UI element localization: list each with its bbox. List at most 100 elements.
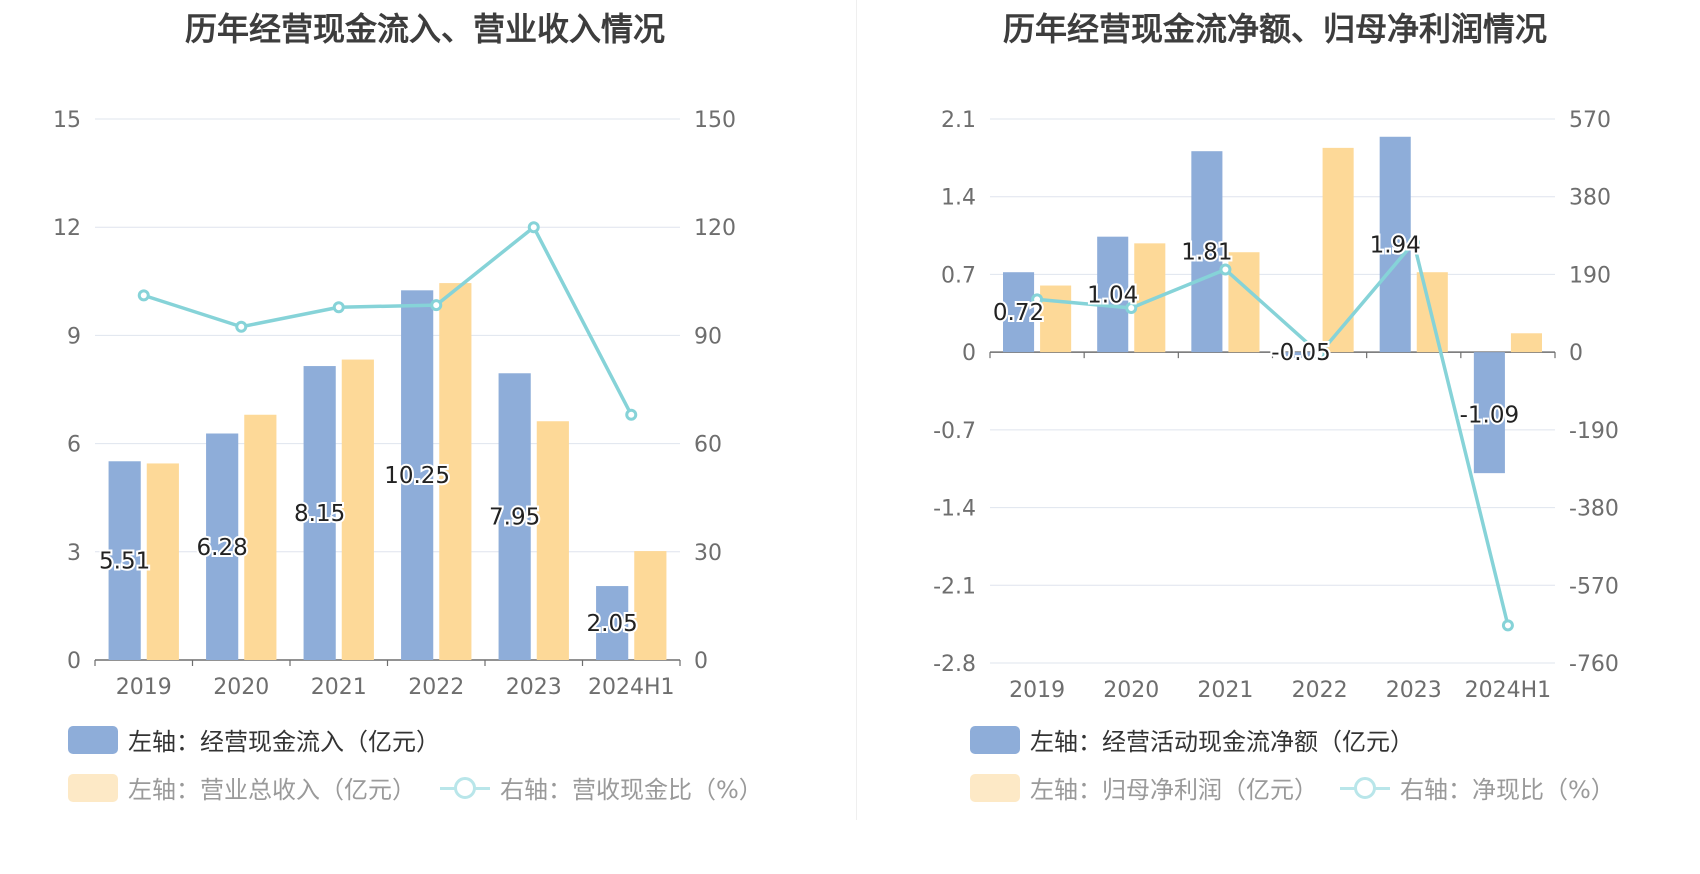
right-chart-line-point (1031, 293, 1044, 306)
right-chart-bar-primary (1473, 352, 1505, 474)
right-chart-y-left-tick: 0 (962, 341, 976, 366)
left-chart-line-point (235, 320, 248, 333)
right-chart-y-left-tick: 1.4 (941, 186, 976, 211)
left-chart-y-left-tick: 0 (67, 649, 81, 674)
right-chart-data-label: 0.72 (993, 300, 1044, 326)
right-chart-data-label: 1.04 (1087, 282, 1138, 308)
left-chart-bar-secondary (244, 414, 277, 660)
left-chart-data-label: 6.28 (197, 535, 248, 561)
left-chart-y-left-tick: 9 (67, 324, 81, 349)
left-chart-y-right-tick: 30 (694, 541, 722, 566)
left-chart-data-label: 10.25 (384, 463, 450, 489)
right-legend-swatch-1 (970, 725, 1020, 754)
left-chart-y-left-tick: 15 (53, 108, 81, 133)
left-legend-item-2[interactable]: 左轴：营业总收入（亿元） (68, 770, 416, 805)
left-chart-bar-secondary (341, 359, 374, 660)
right-chart-svg: 2.1 570 1.4 380 0.7 190 0 0 -0.7 -190 -1.4 -380 -2.1… (933, 108, 1619, 700)
right-chart-y-left-tick: 2.1 (941, 108, 976, 133)
right-chart-panel: 历年经营现金流净额、归母净利润情况 2.1 570 1.4 380 0.7 190 0 0 -0… (850, 0, 1700, 874)
left-chart-y-left-tick: 3 (67, 541, 81, 566)
right-chart-bar-primary (1003, 272, 1035, 353)
right-chart-line-point (1407, 236, 1420, 249)
left-chart-bar-primary (303, 366, 336, 660)
left-chart-data-label: 7.95 (489, 505, 540, 531)
left-legend-label-1: 左轴：经营现金流入（亿元） (128, 728, 440, 756)
right-chart-y-left-tick: -0.7 (933, 419, 976, 444)
right-chart-data-label: -1.09 (1460, 403, 1520, 429)
left-chart-svg: 15 150 12 120 9 90 6 60 3 30 0 0 2019 2020 2021 2022 202… (53, 108, 736, 700)
right-legend-line-icon (1340, 774, 1390, 802)
left-legend-swatch-2 (68, 773, 118, 802)
right-chart-x-label: 2019 (1009, 678, 1065, 700)
right-chart-line-point (1501, 619, 1514, 632)
panel-divider (856, 0, 857, 820)
left-chart-y-right-tick: 150 (694, 108, 736, 133)
left-chart-bar-primary (206, 433, 239, 660)
right-chart-y-right-tick: -760 (1569, 652, 1619, 677)
left-chart-y-right-tick: 90 (694, 324, 722, 349)
left-chart-x-label: 2024H1 (588, 675, 675, 700)
right-chart-title: 历年经营现金流净额、归母净利润情况 (1002, 10, 1547, 48)
right-chart-x-label: 2022 (1292, 678, 1348, 700)
right-chart-x-label: 2021 (1197, 678, 1253, 700)
right-chart-bar-secondary (1040, 285, 1072, 353)
left-chart-data-label: 5.51 (99, 549, 150, 575)
left-legend-item-1[interactable]: 左轴：经营现金流入（亿元） (68, 722, 440, 757)
right-legend-item-3[interactable]: 右轴：净现比（%） (1340, 770, 1615, 805)
right-legend-swatch-2 (970, 773, 1020, 802)
right-chart-y-left-tick: -2.8 (933, 652, 976, 677)
left-chart-data-label: 2.05 (587, 611, 638, 637)
right-chart-y-right-tick: 190 (1569, 263, 1611, 288)
left-chart-line-point (332, 301, 345, 314)
left-chart-y-right-tick: 60 (694, 433, 722, 458)
right-chart-y-left-tick: -2.1 (933, 574, 976, 599)
right-chart-line-point (1313, 347, 1326, 360)
right-chart-bar-primary (1097, 236, 1129, 353)
right-chart-y-right-tick: -190 (1569, 419, 1619, 444)
right-chart-x-label: 2024H1 (1465, 678, 1552, 700)
left-legend-item-3[interactable]: 右轴：营收现金比（%） (440, 770, 763, 805)
right-chart-line-series (1036, 240, 1510, 626)
right-legend-item-1[interactable]: 左轴：经营活动现金流净额（亿元） (970, 722, 1414, 757)
left-chart-x-label: 2020 (213, 675, 269, 700)
left-chart-bar-secondary (536, 421, 569, 660)
left-chart-data-label: 8.15 (294, 501, 345, 527)
left-chart-bar-secondary (146, 463, 179, 660)
left-chart-bar-primary (401, 290, 434, 660)
left-chart-line-point (527, 221, 540, 234)
right-chart-y-left-tick: 0.7 (941, 263, 976, 288)
right-chart-bar-primary (1285, 352, 1317, 358)
left-chart-bar-secondary (439, 283, 472, 660)
right-chart-bar-secondary (1510, 333, 1542, 353)
left-chart-line-point (430, 299, 443, 312)
left-chart-line-series (143, 225, 633, 416)
left-chart-line-point (625, 408, 638, 421)
right-chart-bar-primary (1379, 136, 1411, 353)
left-chart-y-left-tick: 12 (53, 216, 81, 241)
right-legend-label-1: 左轴：经营活动现金流净额（亿元） (1030, 728, 1414, 756)
left-chart-x-label: 2023 (506, 675, 562, 700)
left-chart-x-label: 2022 (408, 675, 464, 700)
left-chart-y-right-tick: 0 (694, 649, 708, 674)
right-chart-bar-secondary (1228, 252, 1260, 353)
left-legend-line-icon (440, 774, 490, 802)
right-legend-label-2: 左轴：归母净利润（亿元） (1030, 776, 1318, 804)
left-chart-bar-primary (498, 373, 531, 660)
right-chart-data-label: 1.94 (1370, 232, 1421, 258)
right-chart-x-label: 2023 (1386, 678, 1442, 700)
left-chart-bar-secondary (634, 551, 667, 660)
left-chart-x-label: 2021 (311, 675, 367, 700)
right-chart-data-label: 1.81 (1181, 240, 1232, 266)
right-chart-y-right-tick: 570 (1569, 108, 1611, 133)
left-legend-label-2: 左轴：营业总收入（亿元） (128, 776, 416, 804)
left-chart-title: 历年经营现金流入、营业收入情况 (184, 10, 665, 48)
right-chart-y-left-tick: -1.4 (933, 497, 976, 522)
right-legend-item-2[interactable]: 左轴：归母净利润（亿元） (970, 770, 1318, 805)
right-chart-x-label: 2020 (1103, 678, 1159, 700)
right-chart-line-point (1219, 263, 1232, 276)
left-chart-bar-primary (596, 586, 629, 660)
right-chart-line-point (1125, 301, 1138, 314)
right-chart-bar-primary (1191, 151, 1223, 353)
left-chart-x-label: 2019 (116, 675, 172, 700)
right-chart-y-right-tick: -380 (1569, 497, 1619, 522)
